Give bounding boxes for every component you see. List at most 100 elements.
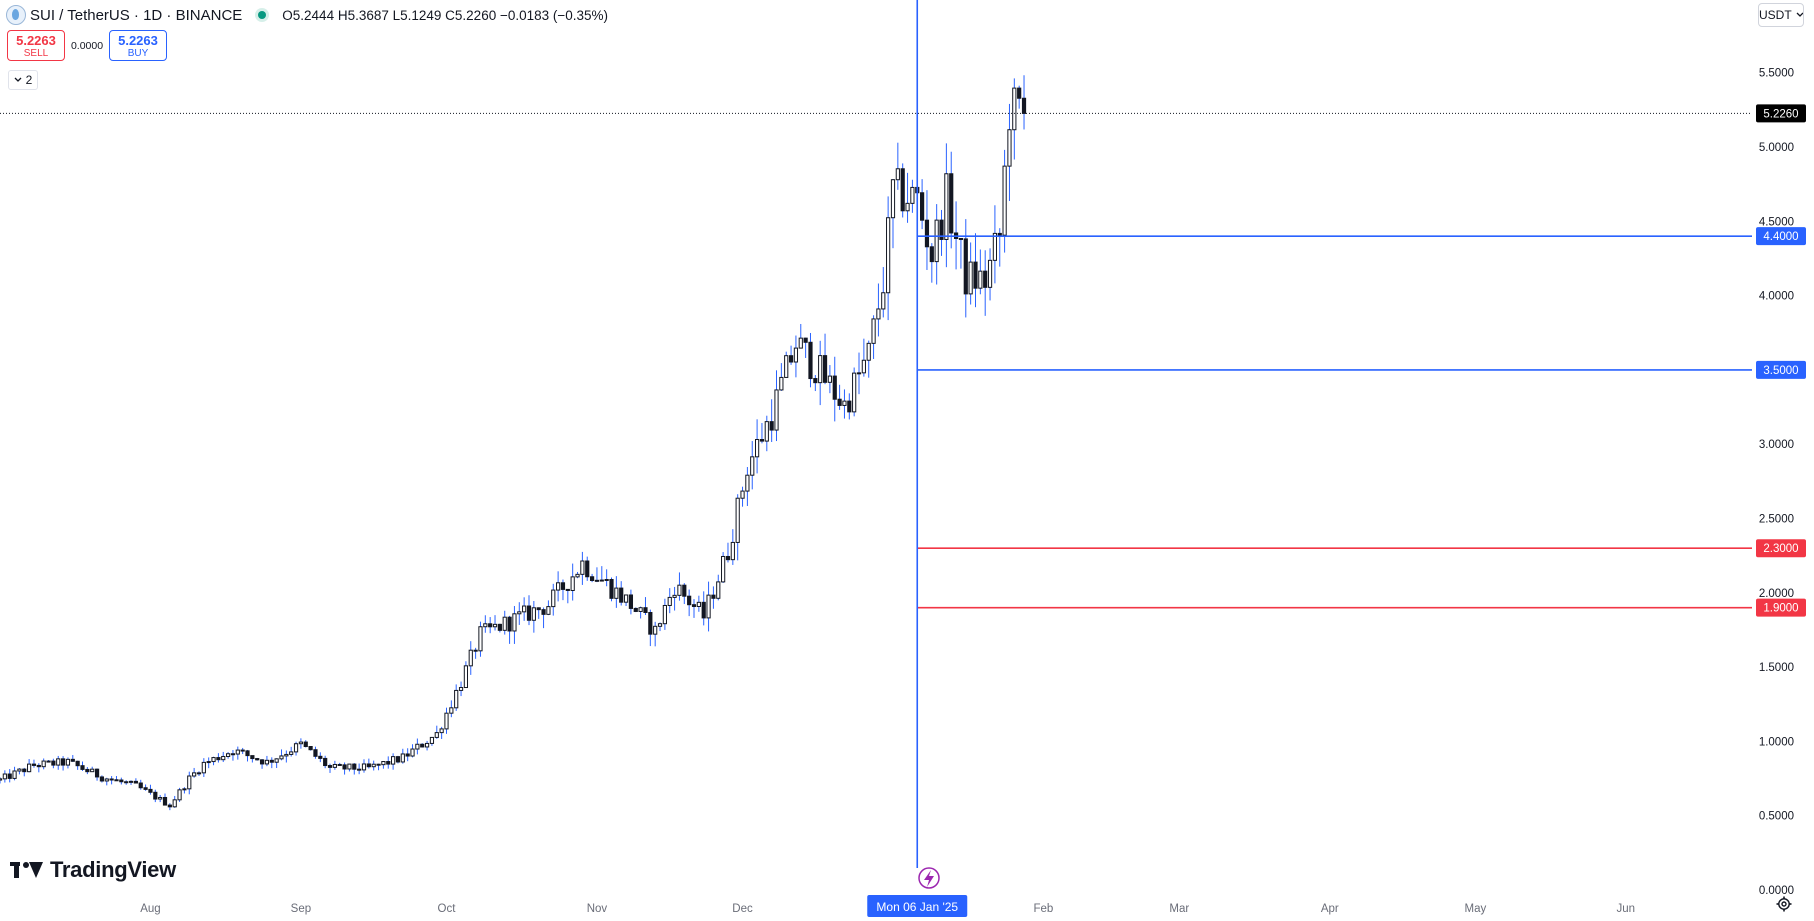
chart-legend: SUI / TetherUS · 1D · BINANCE O5.2444 H5… <box>6 4 608 26</box>
candle-body <box>255 758 260 761</box>
candle-body <box>944 173 949 240</box>
candle-body <box>900 168 905 212</box>
sell-button[interactable]: 5.2263 SELL <box>7 30 65 61</box>
candle-body <box>211 757 216 763</box>
candle-body <box>779 376 784 391</box>
candle-body <box>687 595 692 606</box>
y-tick-label: 4.5000 <box>1759 216 1794 228</box>
candle-body <box>148 788 153 793</box>
candlestick-series <box>0 75 1027 811</box>
candle-body <box>177 789 182 801</box>
spread-value: 0.0000 <box>70 39 104 52</box>
candle-body <box>813 378 818 384</box>
buy-button[interactable]: 5.2263 BUY <box>109 30 167 61</box>
candle-body <box>929 246 934 263</box>
x-tick-label: Aug <box>140 903 160 915</box>
gear-icon[interactable] <box>1776 896 1792 912</box>
candle-body <box>279 755 284 760</box>
candle-body <box>65 758 71 766</box>
candle-body <box>468 649 473 667</box>
sui-logo-icon <box>6 5 26 25</box>
currency-select[interactable]: USDT <box>1758 3 1804 27</box>
horizontal-lines[interactable] <box>917 235 1752 609</box>
candle-body <box>347 763 352 770</box>
y-tick-label: 1.5000 <box>1759 662 1794 674</box>
candle-body <box>318 755 323 759</box>
candle-body <box>298 741 303 745</box>
candle-body <box>85 768 90 773</box>
crosshair-date-label: Mon 06 Jan '25 <box>876 900 958 914</box>
x-tick-label: Dec <box>732 903 753 915</box>
candle-body <box>599 579 604 582</box>
horizontal-line-label-bg <box>1756 539 1806 558</box>
candle-body <box>585 560 590 578</box>
candle-body <box>497 623 502 631</box>
candle-body <box>492 623 498 628</box>
candle-body <box>90 768 95 773</box>
candle-body <box>619 587 624 603</box>
y-tick-label: 3.0000 <box>1759 439 1794 451</box>
candle-body <box>458 687 464 691</box>
candle-body <box>730 541 735 561</box>
candle-body <box>429 736 435 744</box>
candle-body <box>963 238 968 295</box>
candle-body <box>735 497 740 543</box>
candle-body <box>580 560 585 575</box>
indicators-toggle[interactable]: 2 <box>8 70 38 90</box>
candle-body <box>22 768 27 773</box>
x-tick-label: May <box>1465 903 1487 915</box>
candle-body <box>609 578 614 599</box>
trade-panel: 5.2263 SELL 0.0000 5.2263 BUY <box>7 30 167 61</box>
candle-body <box>332 763 337 768</box>
candle-body <box>1002 165 1007 236</box>
candle-body <box>759 439 765 442</box>
candle-body <box>992 232 998 261</box>
candle-body <box>633 607 638 612</box>
buy-label: BUY <box>127 48 149 59</box>
candle-body <box>764 421 769 442</box>
candle-body <box>36 764 41 768</box>
horizontal-line-label-bg <box>1756 360 1806 379</box>
horizontal-line-label: 2.3000 <box>1763 543 1798 555</box>
candle-body <box>327 765 333 768</box>
horizontal-line-label: 4.4000 <box>1763 231 1798 243</box>
candle-body <box>677 584 682 596</box>
candle-body <box>895 168 900 181</box>
horizontal-line-label: 3.5000 <box>1763 365 1798 377</box>
candle-body <box>124 781 129 784</box>
symbol-title[interactable]: SUI / TetherUS · 1D · BINANCE <box>30 6 243 24</box>
y-tick-label: 1.0000 <box>1759 736 1794 748</box>
y-tick-label: 0.0000 <box>1759 885 1794 897</box>
lightning-icon[interactable] <box>918 867 940 889</box>
candle-body <box>531 607 536 621</box>
candle-body <box>502 616 507 631</box>
candle-body <box>949 173 954 234</box>
candle-body <box>920 192 925 221</box>
candle-body <box>182 788 187 791</box>
candle-body <box>323 757 328 767</box>
candle-body <box>793 347 799 363</box>
candle-body <box>17 768 22 772</box>
candle-body <box>852 372 857 413</box>
tradingview-brand[interactable]: TradingView <box>10 857 176 883</box>
candle-body <box>968 261 973 295</box>
candle-body <box>604 578 609 581</box>
candle-body <box>861 359 866 374</box>
candle-body <box>551 589 556 608</box>
candle-body <box>143 787 148 790</box>
candle-body <box>128 780 134 783</box>
candle-body <box>119 779 124 783</box>
candle-body <box>653 625 658 635</box>
horizontal-line-label-bg <box>1756 598 1806 617</box>
candle-body <box>934 219 939 263</box>
candle-body <box>308 746 313 751</box>
candle-body <box>192 772 197 777</box>
price-scale[interactable] <box>1752 0 1814 921</box>
candle-body <box>250 755 255 760</box>
candle-body <box>7 773 12 779</box>
candle-body <box>890 179 896 219</box>
candle-body <box>342 764 347 770</box>
candle-body <box>293 743 299 753</box>
market-status-dot[interactable] <box>258 11 267 19</box>
